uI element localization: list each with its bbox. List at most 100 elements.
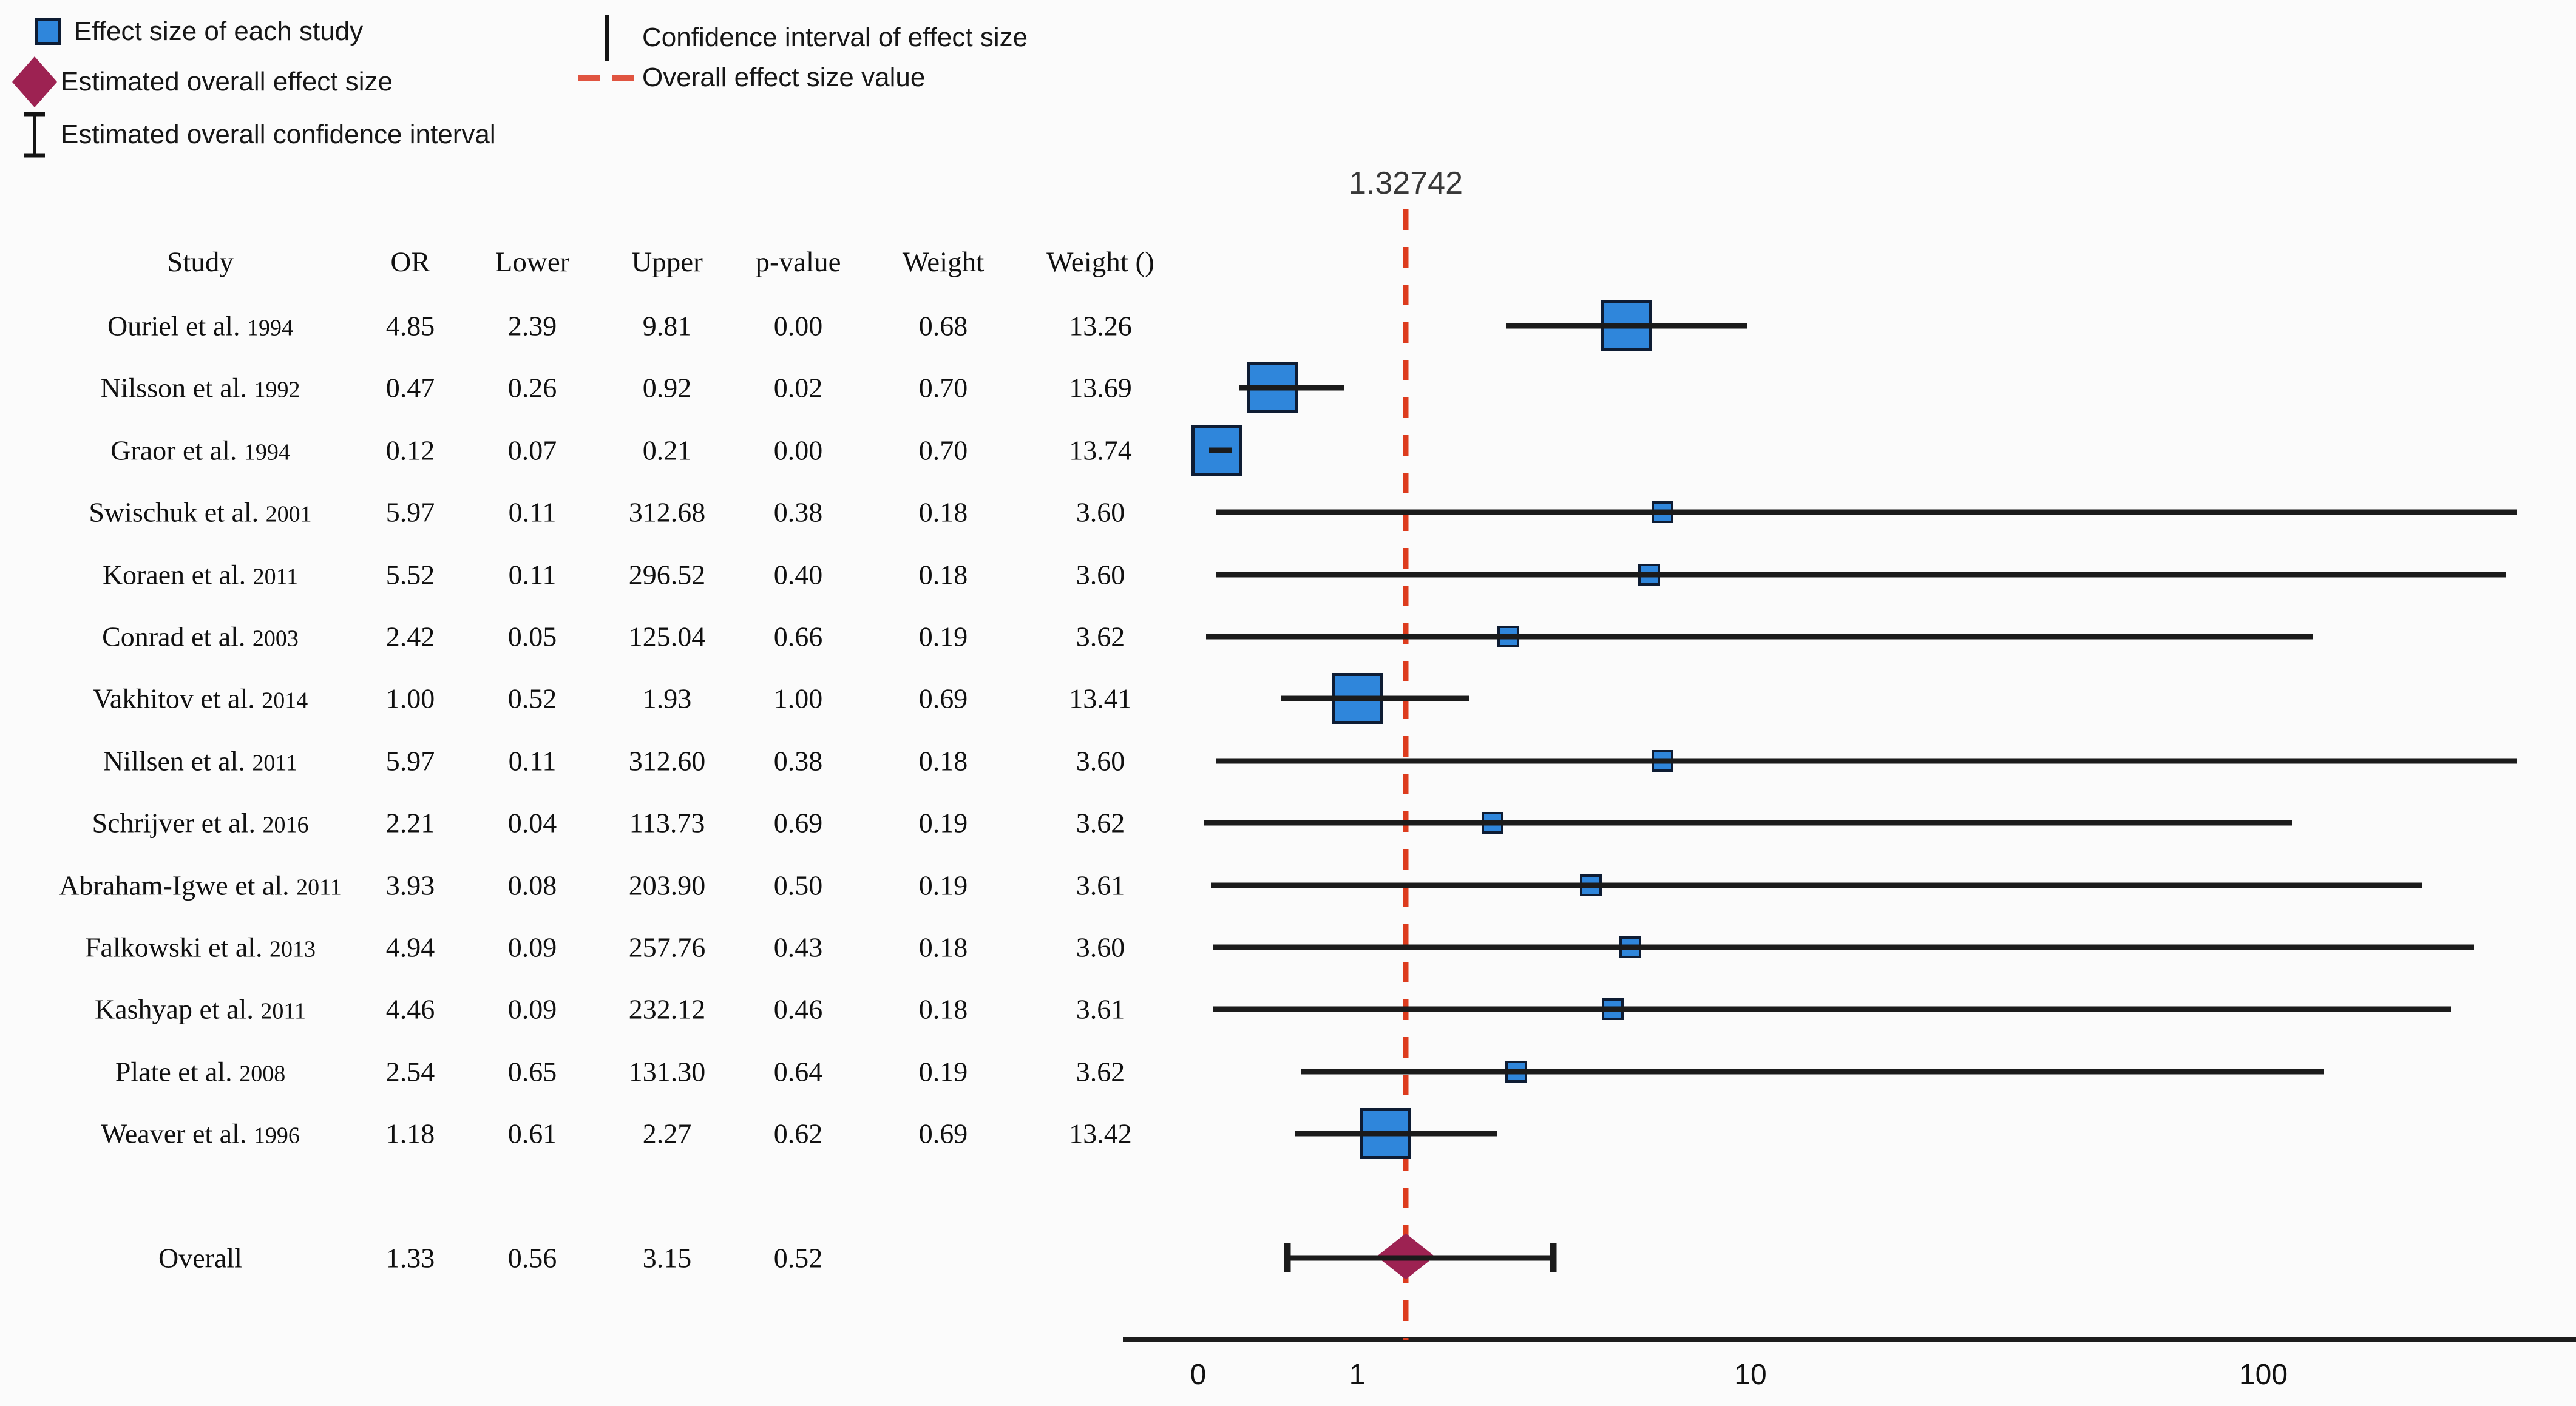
table-cell: 0.11 [508, 745, 557, 777]
table-header-cell: OR [390, 246, 430, 278]
study-name-cell: Ouriel et al. 1994 [107, 310, 293, 342]
table-cell: 1.00 [773, 683, 823, 714]
table-cell: 0.66 [773, 621, 823, 652]
study-name-cell: Kashyap et al. 2011 [95, 993, 306, 1025]
study-year: 2011 [252, 750, 297, 776]
table-cell: 1.33 [385, 1242, 435, 1274]
table-cell: 1.93 [642, 683, 692, 714]
table-header-cell: Weight [902, 246, 985, 278]
table-header-cell: Lower [495, 246, 570, 278]
table-cell: 2.27 [642, 1118, 692, 1149]
table-cell: 3.60 [1076, 931, 1125, 963]
study-name-cell: Falkowski et al. 2013 [84, 931, 316, 963]
table-cell: 3.60 [1076, 745, 1125, 777]
table-cell: 131.30 [628, 1056, 706, 1087]
overall-diamond-icon [8, 56, 61, 107]
table-cell: 0.69 [918, 1118, 968, 1149]
table-cell: 13.74 [1069, 434, 1132, 466]
study-year: 2013 [269, 936, 316, 962]
study-name-cell: Graor et al. 1994 [110, 434, 290, 466]
overall-effect-value-label: 1.32742 [1349, 166, 1463, 201]
study-ci-line [1301, 1069, 2324, 1075]
table-cell: 4.85 [385, 310, 435, 342]
overall-label-cell: Overall [158, 1242, 242, 1274]
x-axis-line [1123, 1337, 2576, 1342]
study-ci-line [1215, 572, 2506, 578]
table-cell: 0.38 [773, 745, 823, 777]
table-cell: 0.69 [918, 683, 968, 714]
table-cell: 0.00 [773, 310, 823, 342]
legend-item-effect-size: Effect size of each study [22, 16, 363, 47]
study-square-icon [22, 18, 74, 45]
ci-line-icon [571, 15, 642, 61]
table-cell: 0.18 [918, 745, 968, 777]
legend-label: Effect size of each study [74, 16, 364, 46]
overall-ci-right-cap [1550, 1243, 1557, 1272]
table-cell: 3.93 [385, 870, 435, 901]
table-cell: 2.42 [385, 621, 435, 652]
table-cell: 0.46 [773, 993, 823, 1025]
legend-label: Confidence interval of effect size [642, 22, 1028, 52]
table-cell: 312.68 [628, 496, 706, 528]
table-cell: 2.54 [385, 1056, 435, 1087]
legend-label: Estimated overall effect size [61, 67, 393, 96]
dashed-line-icon [571, 74, 642, 81]
study-name-cell: Nilsson et al. 1992 [100, 372, 300, 404]
table-cell: 0.18 [918, 559, 968, 590]
table-cell: 0.19 [918, 807, 968, 839]
table-cell: 0.69 [773, 807, 823, 839]
table-cell: 0.47 [385, 372, 435, 404]
table-cell: 0.43 [773, 931, 823, 963]
table-cell: 113.73 [629, 807, 705, 839]
legend-label: Overall effect size value [642, 63, 926, 92]
table-cell: 0.18 [918, 931, 968, 963]
table-cell: 13.42 [1069, 1118, 1132, 1149]
x-tick-label: 100 [2239, 1359, 2288, 1391]
table-cell: 0.64 [773, 1056, 823, 1087]
table-cell: 0.07 [507, 434, 557, 466]
table-cell: 2.21 [385, 807, 435, 839]
table-cell: 3.62 [1076, 807, 1125, 839]
table-cell: 5.97 [385, 745, 435, 777]
table-cell: 3.60 [1076, 496, 1125, 528]
study-ci-line [1506, 323, 1747, 329]
table-cell: 4.94 [385, 931, 435, 963]
study-year: 1994 [246, 315, 293, 341]
study-year: 2011 [260, 998, 306, 1024]
legend-label: Estimated overall confidence interval [61, 120, 496, 149]
table-cell: 13.69 [1069, 372, 1132, 404]
table-cell: 0.08 [507, 870, 557, 901]
study-ci-line [1210, 882, 2422, 888]
table-cell: 2.39 [507, 310, 557, 342]
table-cell: 0.61 [507, 1118, 557, 1149]
table-cell: 0.52 [773, 1242, 823, 1274]
study-year: 2003 [252, 626, 299, 652]
study-year: 2016 [262, 812, 309, 838]
study-ci-line [1239, 385, 1345, 391]
study-year: 2011 [253, 564, 299, 590]
table-cell: 3.62 [1076, 621, 1125, 652]
table-cell: 0.52 [507, 683, 557, 714]
table-cell: 0.50 [773, 870, 823, 901]
study-ci-line [1281, 695, 1470, 701]
table-cell: 0.12 [385, 434, 435, 466]
table-cell: 3.61 [1076, 870, 1125, 901]
table-cell: 5.52 [385, 559, 435, 590]
table-cell: 0.09 [507, 993, 557, 1025]
legend-item-overall-ci: Estimated overall confidence interval [8, 111, 496, 158]
table-cell: 3.60 [1076, 559, 1125, 590]
table-cell: 0.56 [507, 1242, 557, 1274]
study-ci-line [1209, 447, 1232, 453]
legend-item-overall-value: Overall effect size value [571, 63, 925, 93]
study-year: 1992 [254, 377, 300, 403]
table-cell: 0.05 [507, 621, 557, 652]
table-cell: 0.19 [918, 621, 968, 652]
study-ci-line [1215, 509, 2518, 515]
study-name-cell: Swischuk et al. 2001 [89, 496, 312, 528]
study-year: 1996 [253, 1123, 300, 1149]
overall-ci-icon [8, 111, 61, 158]
overall-ci-line [1287, 1255, 1553, 1261]
table-cell: 3.62 [1076, 1056, 1125, 1087]
study-ci-line [1295, 1131, 1497, 1137]
